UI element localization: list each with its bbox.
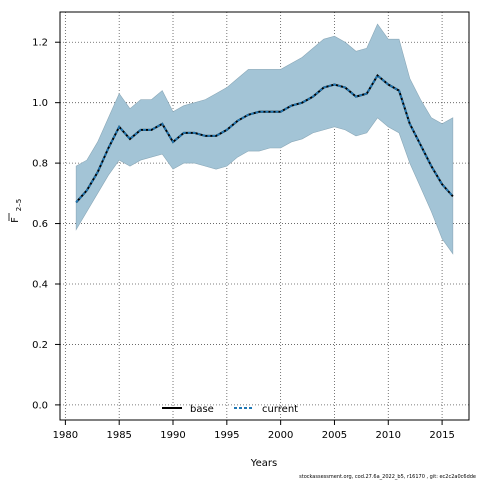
y-tick-label: 0.6: [32, 219, 48, 230]
confidence-band-layer: [75, 23, 454, 255]
y-axis-title: F 2–5: [8, 199, 23, 223]
y-tick-label: 1.2: [32, 38, 48, 49]
x-tick-label: 2010: [376, 430, 401, 441]
x-tick-label: 2015: [429, 430, 454, 441]
x-tick-label: 1990: [160, 430, 185, 441]
x-tick-label: 1995: [214, 430, 239, 441]
legend-label-base: base: [190, 404, 214, 415]
plot-frame: [59, 11, 470, 421]
series-layer: [75, 73, 454, 204]
footer-credit: stockassessment.org, cod.27.6a_2022_b5, …: [299, 474, 476, 480]
y-axis-ticks: 0.0 0.2 0.4 0.6 0.8 1.0 1.2: [32, 38, 60, 411]
x-axis-ticks: 1980 1985 1990 1995 2000 2005 2010 2015: [53, 420, 455, 441]
x-axis-title: Years: [250, 458, 277, 469]
x-tick-label: 1985: [106, 430, 131, 441]
y-tick-label: 0.2: [32, 340, 48, 351]
x-tick-label: 2005: [322, 430, 347, 441]
y-tick-label: 0.4: [32, 280, 48, 291]
y-axis-title-main: F: [10, 217, 21, 223]
y-tick-label: 1.0: [32, 98, 48, 109]
legend-label-current: current: [262, 404, 298, 415]
x-tick-label: 2000: [268, 430, 293, 441]
y-tick-label: 0.0: [32, 400, 48, 411]
legend: base current: [162, 404, 298, 415]
y-tick-label: 0.8: [32, 159, 48, 170]
y-axis-title-subscript: 2–5: [15, 199, 23, 211]
series-line-current: [75, 74, 454, 203]
x-tick-label: 1980: [53, 430, 78, 441]
confidence-band: [75, 23, 454, 255]
